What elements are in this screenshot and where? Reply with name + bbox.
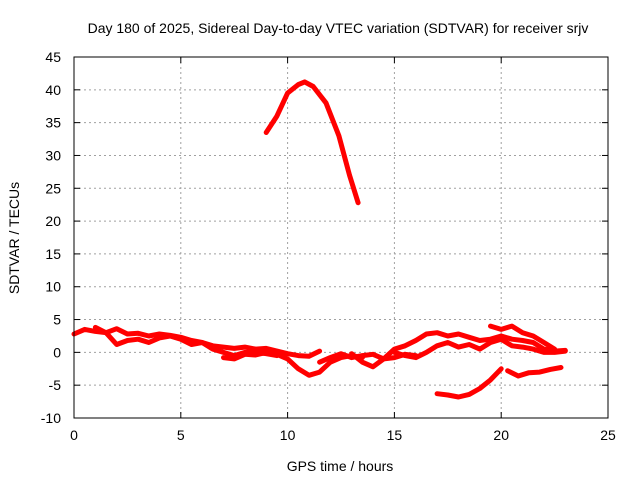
y-tick-label: 30 (45, 147, 61, 163)
y-tick-label: 20 (45, 213, 61, 229)
y-tick-label: -10 (41, 410, 61, 426)
y-tick-label: 0 (53, 344, 61, 360)
series-track-9 (434, 366, 504, 400)
y-axis-label: SDTVAR / TECUs (6, 182, 22, 294)
x-axis-label: GPS time / hours (287, 458, 394, 474)
x-tick-label: 20 (493, 427, 509, 443)
x-tick-label: 25 (600, 427, 616, 443)
series-track-4 (263, 79, 361, 206)
x-tick-label: 5 (177, 427, 185, 443)
grid-lines (74, 57, 608, 418)
series-track-3 (221, 349, 365, 378)
x-tick-label: 15 (387, 427, 403, 443)
x-tick-label: 10 (280, 427, 296, 443)
y-tick-label: -5 (49, 377, 62, 393)
y-tick-label: 35 (45, 115, 61, 131)
chart-title: Day 180 of 2025, Sidereal Day-to-day VTE… (88, 20, 589, 36)
y-tick-label: 5 (53, 312, 61, 328)
y-tick-label: 40 (45, 82, 61, 98)
series-track-6 (349, 330, 568, 370)
y-tick-label: 15 (45, 246, 61, 262)
axis-ticks (73, 56, 609, 419)
y-tick-label: 25 (45, 180, 61, 196)
y-tick-label: 10 (45, 279, 61, 295)
series-track-10 (505, 365, 564, 379)
tick-labels: 0 5 10 15 20 25 -10 -5 0 5 10 15 20 25 30 35 40 45 (41, 49, 616, 443)
series-track-8 (488, 323, 558, 352)
y-tick-label: 45 (45, 49, 61, 65)
x-tick-label: 0 (70, 427, 78, 443)
plot-frame (73, 56, 609, 419)
series-group (71, 79, 568, 400)
series-track-7 (391, 336, 568, 361)
